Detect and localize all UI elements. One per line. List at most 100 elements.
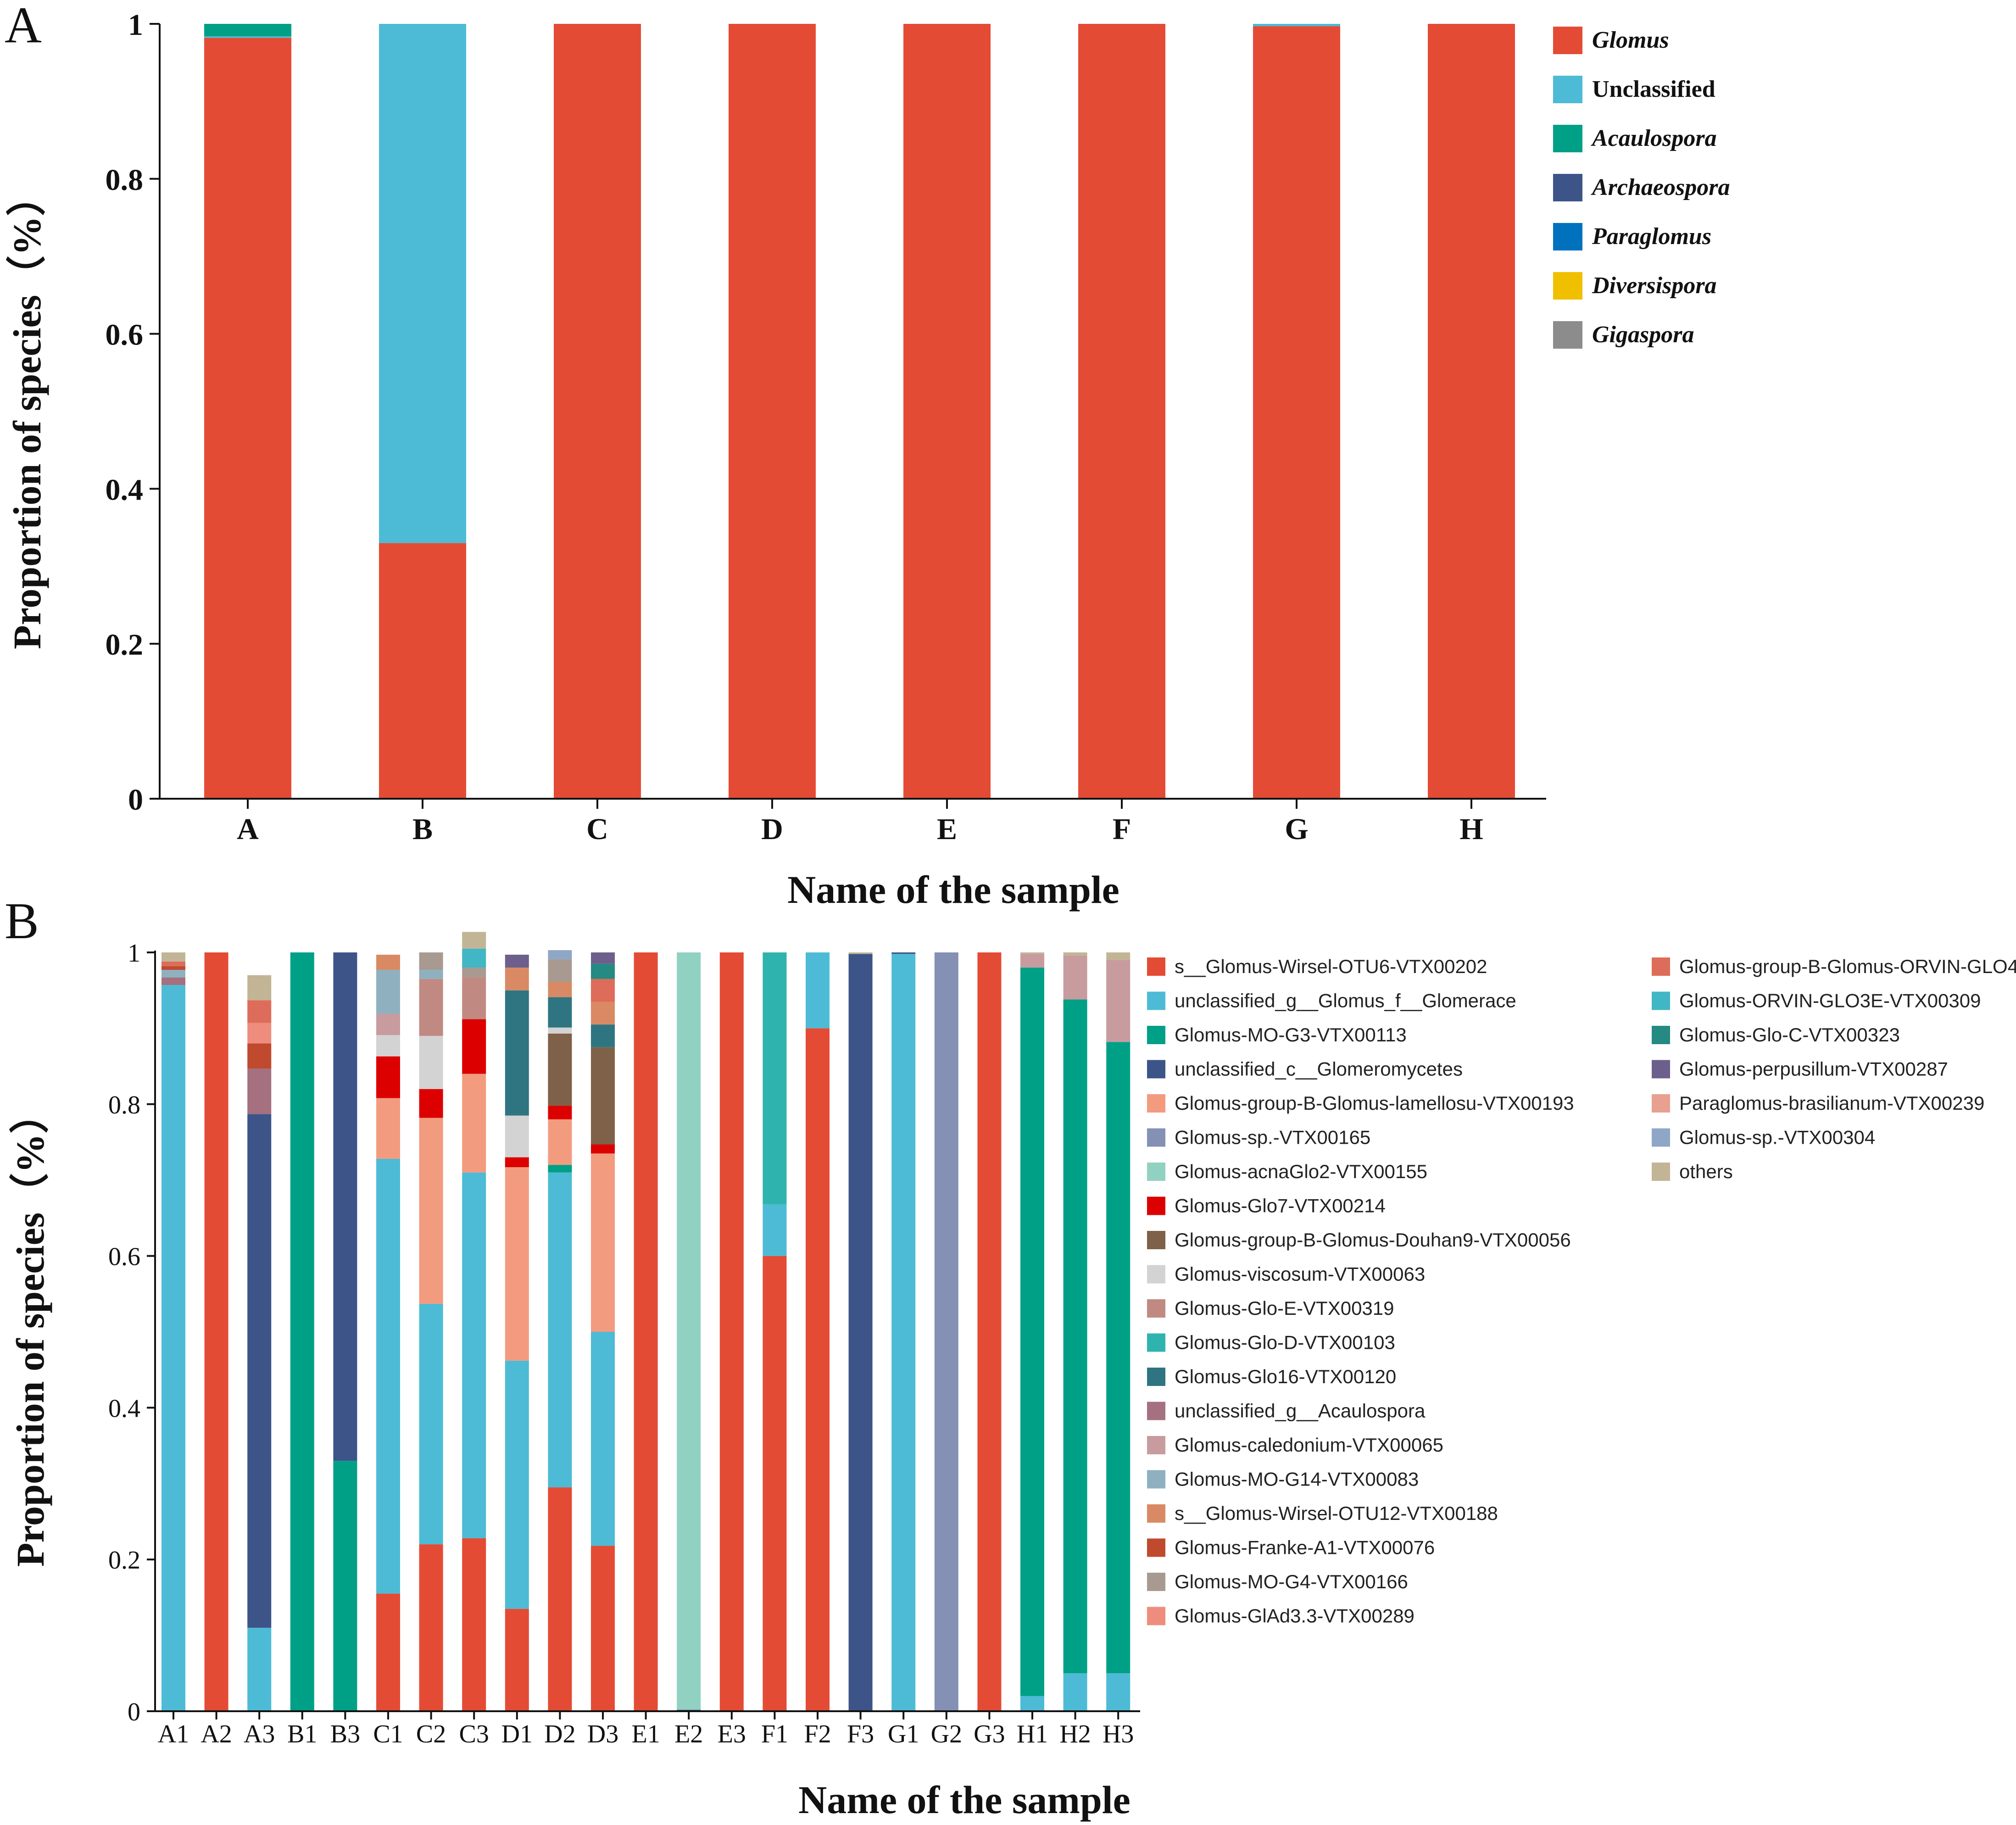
panel-a-legend-swatch-paraglomus bbox=[1553, 223, 1582, 250]
panel-a-legend-swatch-diversispora bbox=[1553, 272, 1582, 300]
panel-b-legend-label-glomus-perpusillum-vtx00287: Glomus-perpusillum-VTX00287 bbox=[1679, 1058, 1948, 1080]
panel-a-legend-label-unclassified: Unclassified bbox=[1592, 76, 1715, 102]
panelB-bar-d3-s-glomus-wirsel-otu6-vtx00202 bbox=[591, 1546, 615, 1711]
panel-b-legend-label-glomus-mo-g4-vtx00166: Glomus-MO-G4-VTX00166 bbox=[1175, 1571, 1408, 1592]
panelB-x-tick-label: H1 bbox=[1017, 1720, 1048, 1748]
panelA-x-tick-label: D bbox=[761, 812, 783, 846]
panel-b-legend-label-glomus-glo-e-vtx00319: Glomus-Glo-E-VTX00319 bbox=[1175, 1297, 1394, 1319]
panelB-bar-d2-glomus-glo16-vtx00120 bbox=[548, 997, 572, 1028]
panelB-bar-c1-glomus-group-b-glomus-lamellosu-vtx00193 bbox=[376, 1098, 400, 1159]
panel-b-legend-label-glomus-mo-g3-vtx00113: Glomus-MO-G3-VTX00113 bbox=[1175, 1024, 1407, 1046]
panelB-bar-a1-glomus-group-b-glomus-orvin-glo4-vtx00278 bbox=[162, 961, 185, 966]
panelB-bar-d2-s-glomus-wirsel-otu12-vtx00188 bbox=[548, 982, 572, 997]
panel-b-legend-label-glomus-viscosum-vtx00063: Glomus-viscosum-VTX00063 bbox=[1175, 1263, 1425, 1285]
panelB-bar-c2-s-glomus-wirsel-otu6-vtx00202 bbox=[419, 1544, 443, 1711]
panelB-bar-c2-glomus-mo-g14-vtx00083 bbox=[419, 970, 443, 979]
panel-b-legend-label-others: others bbox=[1679, 1161, 1733, 1182]
panelB-bar-d3-glomus-group-b-glomus-lamellosu-vtx00193 bbox=[591, 1153, 615, 1332]
panelB-x-tick-label: E2 bbox=[674, 1720, 703, 1748]
panelB-bar-c3-glomus-mo-g4-vtx00166 bbox=[462, 968, 486, 978]
panelB-bar-a3-unclassified-g-glomus-f-glomerace bbox=[247, 1628, 272, 1711]
panel-b-x-ticks: A1 A2 A3 B1 B3 C1 C2 C3 D1 D2 D3 E1 E2 E3 F1 F2 F3 G1 G2 G3… bbox=[158, 1711, 1134, 1748]
panelB-bar-c3-glomus-glo-e-vtx00319 bbox=[462, 977, 486, 1019]
panel-b-legend-swatch-glomus-mo-g4-vtx00166 bbox=[1147, 1573, 1165, 1591]
panelB-x-tick-label: G1 bbox=[888, 1720, 919, 1748]
panelB-bar-h3-others bbox=[1106, 952, 1131, 960]
panelB-bar-c2-glomus-group-b-glomus-lamellosu-vtx00193 bbox=[419, 1118, 443, 1304]
panelB-bar-c2-glomus-mo-g4-vtx00166 bbox=[419, 952, 443, 970]
panelB-x-tick-label: B1 bbox=[287, 1720, 317, 1748]
panel-a-legend-label-gigaspora: Gigaspora bbox=[1592, 322, 1694, 348]
panelB-x-tick-label: B3 bbox=[330, 1720, 360, 1748]
panel-b-legend-swatch-glomus-mo-g3-vtx00113 bbox=[1147, 1026, 1165, 1044]
panelB-bar-c1-s-glomus-wirsel-otu12-vtx00188 bbox=[376, 954, 400, 970]
panelB-bar-f1-glomus-glo-d-vtx00103 bbox=[763, 952, 787, 1205]
panelA-x-tick-label: G bbox=[1285, 812, 1308, 846]
panelB-x-tick-label: A3 bbox=[244, 1720, 275, 1748]
panelA-x-tick-label: E bbox=[937, 812, 957, 846]
panel-b-legend-label-glomus-orvin-glo3e-vtx00309: Glomus-ORVIN-GLO3E-VTX00309 bbox=[1679, 990, 1981, 1012]
panelB-bar-f2-unclassified-g-glomus-f-glomerace bbox=[806, 952, 830, 1029]
panelA-y-tick-label: 0.4 bbox=[106, 473, 144, 506]
panelB-bar-h3-glomus-caledonium-vtx00065 bbox=[1106, 960, 1131, 1042]
panel-b-legend-swatch-glomus-glad3-3-vtx00289 bbox=[1147, 1607, 1165, 1625]
panelB-bar-h3-unclassified-g-glomus-f-glomerace bbox=[1106, 1673, 1131, 1711]
panelB-bar-b1-glomus-mo-g3-vtx00113 bbox=[290, 952, 314, 1711]
panelB-bar-a1-unclassified-g-glomus-f-glomerace bbox=[162, 985, 185, 1711]
panel-a-legend-label-glomus: Glomus bbox=[1592, 27, 1669, 53]
panel-b-legend-swatch-glomus-sp-vtx00165 bbox=[1147, 1128, 1165, 1147]
panel-b-legend-swatch-unclassified-g-glomus-f-glomerace bbox=[1147, 991, 1165, 1010]
panelB-bar-f3-others bbox=[848, 952, 873, 954]
panel-b-x-axis-title: Name of the sample bbox=[798, 1778, 1131, 1822]
panel-a-y-axis-title: Proportion of species（%） bbox=[5, 177, 49, 649]
panel-b-legend-label-s-glomus-wirsel-otu12-vtx00188: s__Glomus-Wirsel-OTU12-VTX00188 bbox=[1175, 1502, 1498, 1524]
panelB-bar-d3-glomus-group-b-glomus-orvin-glo4-vtx00278 bbox=[591, 979, 615, 1002]
panel-b-y-axis-title: Proportion of species（%） bbox=[8, 1094, 52, 1567]
panelB-bar-c2-glomus-glo7-vtx00214 bbox=[419, 1089, 443, 1118]
panel-b-legend-label-glomus-acnaglo2-vtx00155: Glomus-acnaGlo2-VTX00155 bbox=[1175, 1161, 1427, 1182]
panelB-bar-a3-others bbox=[247, 975, 272, 1001]
panelA-x-tick-label: A bbox=[237, 812, 259, 846]
panelA-bar-b-glomus bbox=[379, 543, 466, 799]
panelB-bar-c3-s-glomus-wirsel-otu6-vtx00202 bbox=[462, 1538, 486, 1711]
panel-b-legend-swatch-glomus-glo7-vtx00214 bbox=[1147, 1196, 1165, 1215]
panel-b-legend-label-glomus-group-b-glomus-lamellosu-vtx00193: Glomus-group-B-Glomus-lamellosu-VTX00193 bbox=[1175, 1092, 1574, 1114]
panel-a-legend-swatch-acaulospora bbox=[1553, 125, 1582, 152]
panelB-bar-d1-glomus-viscosum-vtx00063 bbox=[505, 1115, 529, 1157]
panelA-y-tick-label: 0.8 bbox=[106, 163, 144, 197]
panelA-y-tick-label: 0.6 bbox=[106, 318, 144, 352]
panelB-bar-d1-glomus-glo16-vtx00120 bbox=[505, 990, 529, 1116]
panelB-bar-d2-glomus-viscosum-vtx00063 bbox=[548, 1027, 572, 1034]
panel-b-legend-label-glomus-glo-d-vtx00103: Glomus-Glo-D-VTX00103 bbox=[1175, 1332, 1395, 1353]
panelB-y-tick-label: 0.8 bbox=[108, 1091, 140, 1119]
panelA-bar-a-acaulospora bbox=[204, 24, 291, 37]
panelB-bar-d2-glomus-group-b-glomus-lamellosu-vtx00193 bbox=[548, 1119, 572, 1165]
panel-b-legend-label-unclassified-c-glomeromycetes: unclassified_c__Glomeromycetes bbox=[1175, 1058, 1463, 1080]
panel-b-legend-swatch-glomus-group-b-glomus-lamellosu-vtx00193 bbox=[1147, 1094, 1165, 1113]
panel-b-legend-swatch-glomus-sp-vtx00304 bbox=[1652, 1128, 1670, 1147]
panelB-bar-d3-glomus-glo7-vtx00214 bbox=[591, 1144, 615, 1154]
panel-b-legend-swatch-glomus-glo-d-vtx00103 bbox=[1147, 1333, 1165, 1352]
panel-b-legend-swatch-glomus-group-b-glomus-douhan9-vtx00056 bbox=[1147, 1231, 1165, 1249]
panel-b-legend-swatch-glomus-mo-g14-vtx00083 bbox=[1147, 1470, 1165, 1489]
panel-b-legend-swatch-s-glomus-wirsel-otu6-vtx00202 bbox=[1147, 957, 1165, 976]
panel-b-legend-label-unclassified-g-acaulospora: unclassified_g__Acaulospora bbox=[1175, 1400, 1426, 1422]
panel-b-legend-label-glomus-caledonium-vtx00065: Glomus-caledonium-VTX00065 bbox=[1175, 1434, 1443, 1456]
panelB-bar-e1-s-glomus-wirsel-otu6-vtx00202 bbox=[634, 952, 658, 1711]
panelB-bar-f2-s-glomus-wirsel-otu6-vtx00202 bbox=[806, 1028, 830, 1711]
panel-b-legend-swatch-others bbox=[1652, 1163, 1670, 1181]
panel-b-legend-swatch-glomus-acnaglo2-vtx00155 bbox=[1147, 1163, 1165, 1181]
panelB-x-tick-label: D3 bbox=[587, 1720, 618, 1748]
panelB-x-tick-label: D2 bbox=[544, 1720, 575, 1748]
panel-b-legend-swatch-unclassified-c-glomeromycetes bbox=[1147, 1060, 1165, 1079]
panel-b-legend-label-glomus-glo-c-vtx00323: Glomus-Glo-C-VTX00323 bbox=[1679, 1024, 1900, 1046]
panelB-bar-c1-s-glomus-wirsel-otu6-vtx00202 bbox=[376, 1593, 400, 1711]
panelB-y-tick-label: 0.6 bbox=[108, 1243, 140, 1271]
panelB-bar-a3-glomus-group-b-glomus-orvin-glo4-vtx00278 bbox=[247, 1000, 272, 1023]
panel-b-legend-swatch-unclassified-g-acaulospora bbox=[1147, 1402, 1165, 1420]
panelB-bar-d3-glomus-glo-c-vtx00323 bbox=[591, 963, 615, 979]
panel-b-legend-label-glomus-franke-a1-vtx00076: Glomus-Franke-A1-VTX00076 bbox=[1175, 1537, 1435, 1558]
panel-b-bars bbox=[162, 932, 1131, 1711]
panel-a-legend-swatch-archaeospora bbox=[1553, 174, 1582, 201]
